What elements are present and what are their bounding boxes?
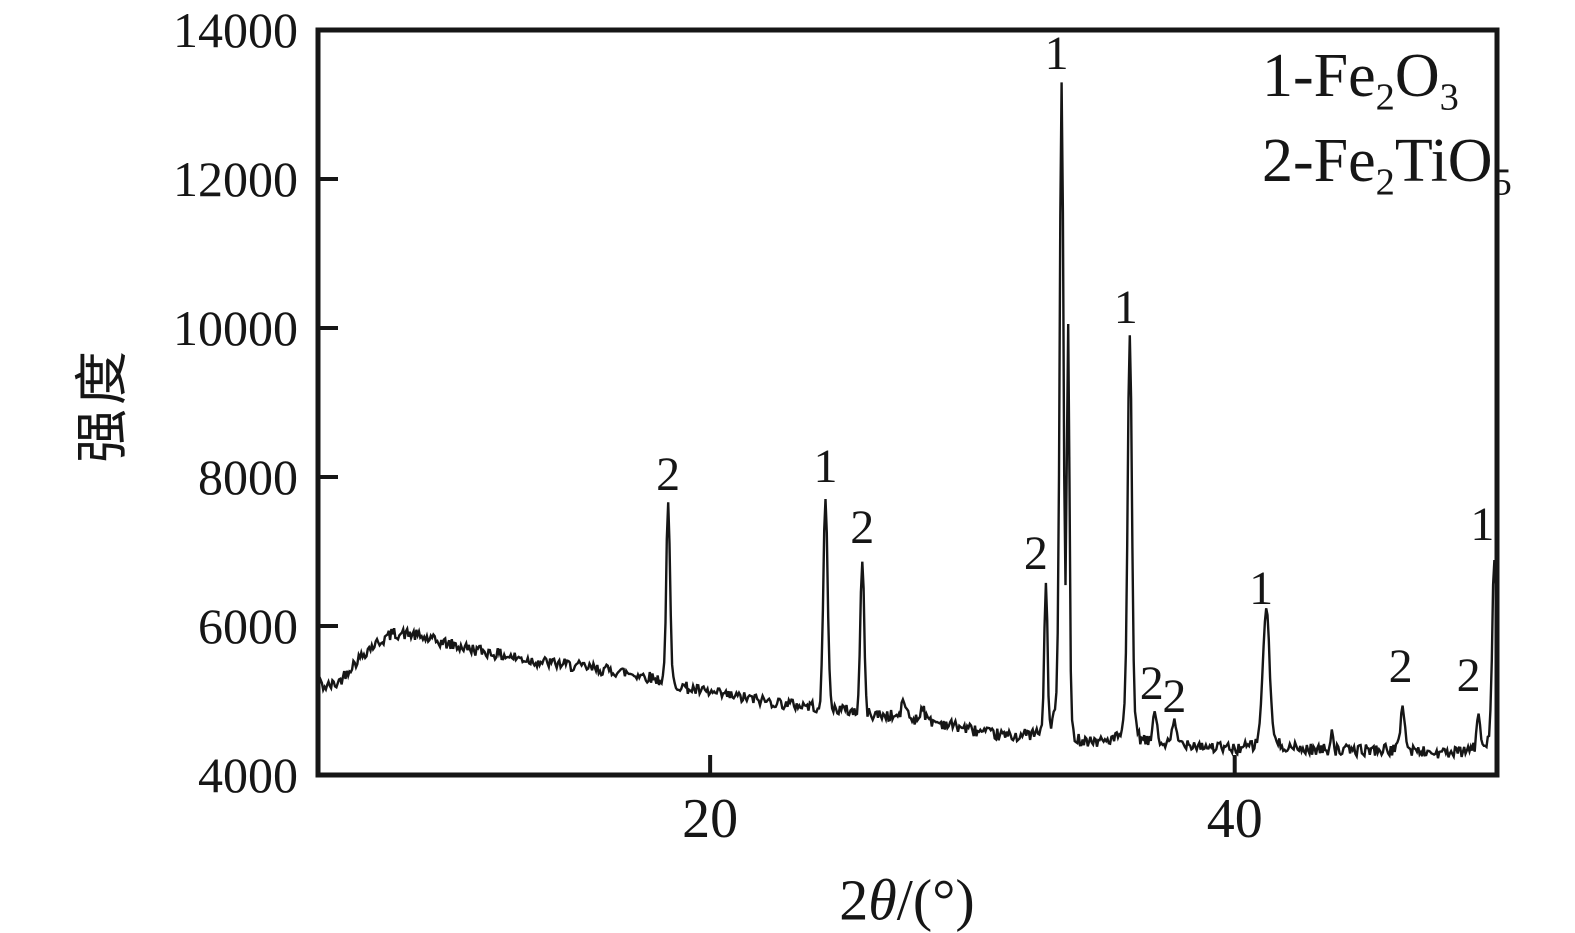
y-tick-label: 12000	[173, 151, 298, 207]
peak-label: 1	[813, 440, 838, 494]
peak-label: 2	[1023, 527, 1048, 581]
text-segment: /(°)	[896, 867, 975, 933]
peak-label: 1	[1249, 561, 1274, 615]
y-tick-label: 10000	[173, 300, 298, 356]
plot-frame	[315, 27, 1500, 778]
peak-label: 2	[850, 501, 875, 555]
y-axis-title: 强度	[72, 347, 133, 463]
x-tick-label: 40	[1206, 788, 1263, 850]
y-tick-label: 4000	[198, 747, 298, 803]
legend: 1-Fe2O3 2-Fe2TiO5	[1262, 44, 1512, 215]
text-segment: TiO	[1394, 127, 1493, 196]
text-segment: O	[1394, 42, 1440, 110]
peak-label: 1	[1470, 498, 1495, 552]
legend-entry-fe2tio5: 2-Fe2TiO5	[1262, 129, 1512, 214]
peak-label: 2	[1139, 656, 1164, 710]
y-tick-label: 14000	[173, 2, 298, 58]
legend-entry-fe2o3: 1-Fe2O3	[1262, 44, 1512, 129]
text-segment: 5	[1492, 161, 1512, 204]
peak-label: 2	[1388, 640, 1413, 694]
peak-label: 1	[1113, 281, 1138, 335]
peak-label: 1	[1044, 27, 1069, 81]
text-segment: 2	[1375, 76, 1395, 119]
x-axis-title: 2θ/(°)	[839, 867, 974, 933]
text-segment: 3	[1439, 76, 1459, 119]
y-tick-label: 6000	[198, 598, 298, 654]
peak-label: 2	[1456, 649, 1481, 703]
text-segment: θ	[868, 867, 897, 933]
xrd-trace	[316, 82, 1499, 761]
text-segment: 2	[839, 867, 869, 933]
x-tick-label: 20	[682, 788, 739, 850]
peak-label: 2	[656, 448, 681, 502]
y-tick-label: 8000	[198, 449, 298, 505]
peak-label: 2	[1162, 669, 1187, 723]
text-segment: 1-Fe	[1262, 42, 1376, 110]
text-segment: 2-Fe	[1262, 127, 1376, 196]
text-segment: 2	[1375, 161, 1395, 204]
